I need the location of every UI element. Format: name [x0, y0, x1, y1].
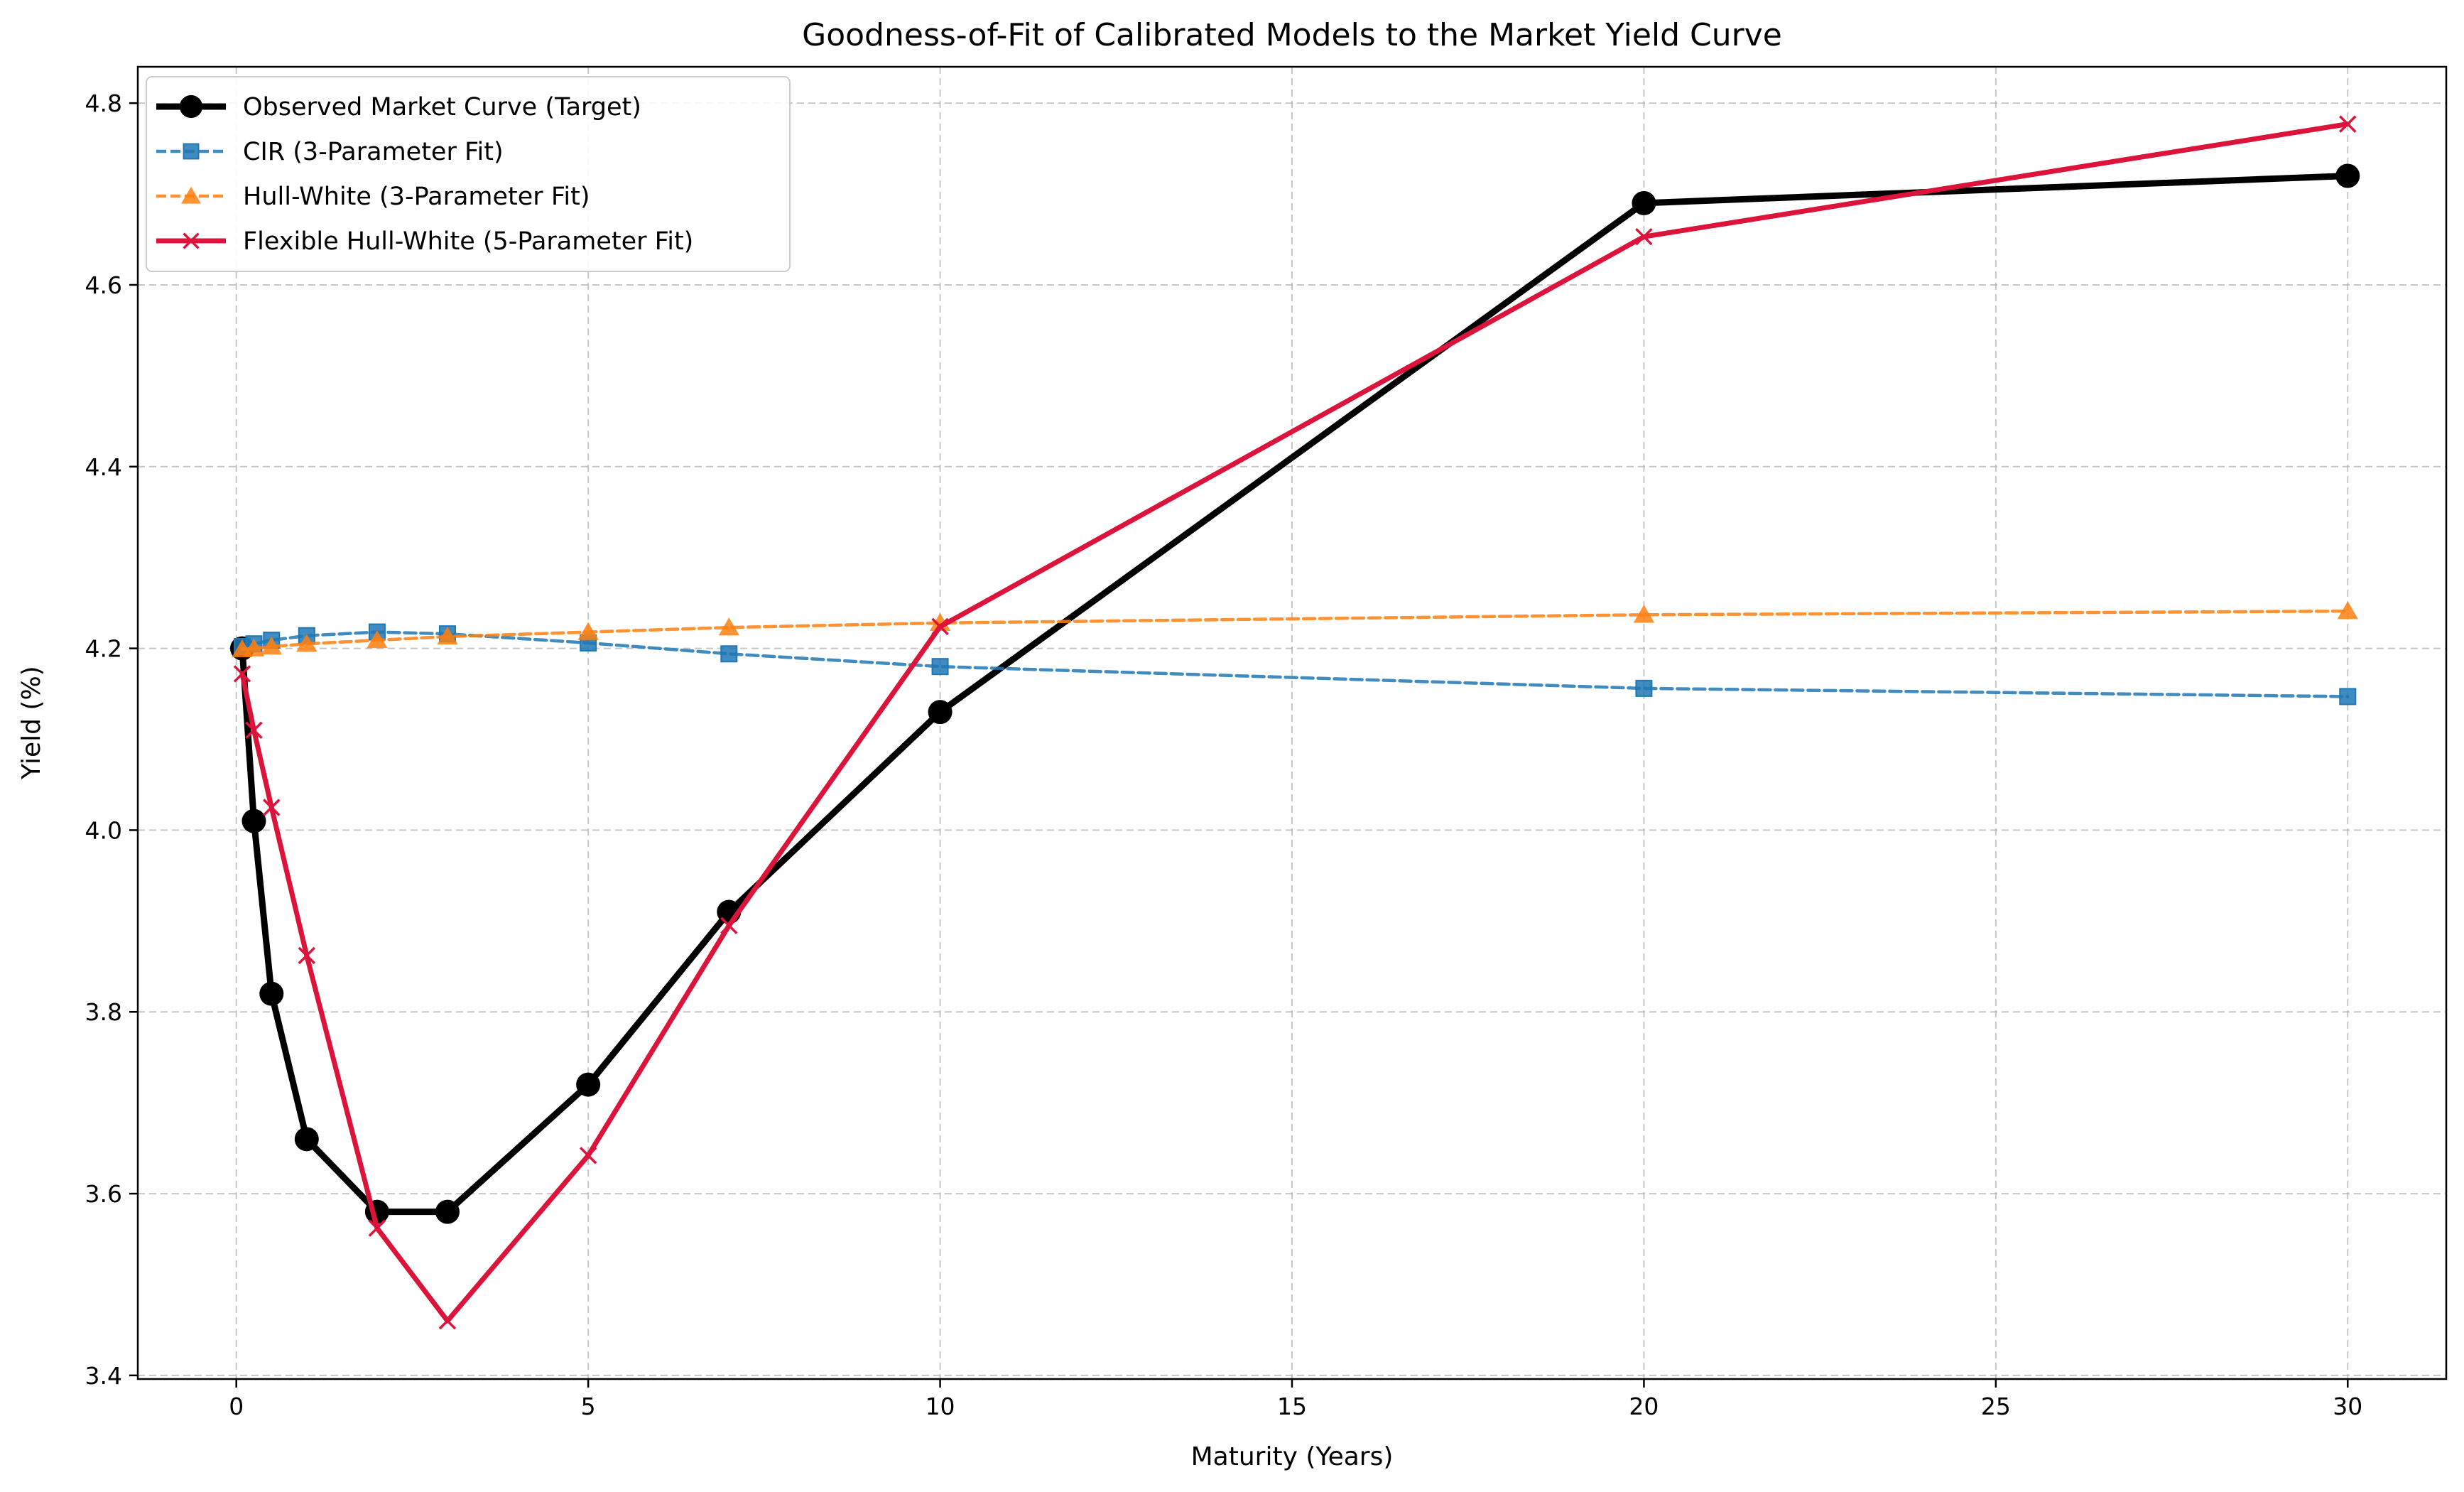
data-point	[296, 634, 318, 652]
tick-layer: 0 5 10 15 20 25 30 3.4 3.6 3.8 4.0 4.2 4.4 4.6 4.8	[85, 90, 2363, 1420]
data-point	[718, 617, 740, 636]
data-point	[2335, 163, 2360, 188]
chart-title: Goodness-of-Fit of Calibrated Models to …	[802, 17, 1782, 53]
grid-layer	[138, 67, 2446, 1379]
data-point	[1635, 227, 1653, 246]
data-point	[579, 1147, 597, 1164]
data-point	[931, 617, 949, 636]
data-point	[263, 799, 281, 816]
data-point	[261, 637, 282, 655]
data-point	[259, 981, 284, 1006]
legend-marker	[181, 186, 201, 204]
x-tick-label: 5	[581, 1393, 596, 1420]
legend-label: Observed Market Curve (Target)	[243, 93, 641, 121]
y-tick-label: 3.8	[85, 998, 122, 1026]
series-2	[232, 601, 2358, 658]
x-tick-label: 0	[229, 1393, 244, 1420]
legend-label: Flexible Hull-White (5-Parameter Fit)	[243, 227, 693, 256]
data-point	[1633, 605, 1655, 623]
data-point	[245, 721, 263, 739]
series-layer	[229, 115, 2360, 1330]
legend-label: CIR (3-Parameter Fit)	[243, 138, 504, 166]
x-tick-label: 25	[1981, 1393, 2011, 1420]
series-3	[233, 115, 2357, 1330]
data-point	[294, 1127, 319, 1152]
data-point	[435, 1199, 460, 1224]
data-point	[243, 638, 265, 656]
series-0	[229, 163, 2360, 1224]
data-point	[2339, 688, 2357, 706]
data-point	[931, 658, 949, 676]
data-point	[438, 1312, 457, 1330]
y-axis-label: Yield (%)	[17, 666, 46, 779]
x-tick-label: 10	[926, 1393, 955, 1420]
y-tick-label: 4.6	[85, 271, 122, 299]
y-tick-label: 3.4	[85, 1362, 122, 1390]
data-point	[1635, 679, 1653, 697]
legend-marker	[183, 232, 200, 249]
x-tick-label: 30	[2333, 1393, 2362, 1420]
x-tick-label: 15	[1277, 1393, 1307, 1420]
legend-marker	[179, 94, 203, 119]
data-point	[241, 809, 266, 833]
y-tick-label: 4.2	[85, 635, 122, 663]
data-point	[2337, 601, 2358, 620]
data-point	[577, 622, 599, 640]
y-tick-label: 4.8	[85, 90, 122, 117]
x-tick-label: 20	[1629, 1393, 1659, 1420]
data-point	[368, 1219, 386, 1237]
data-point	[233, 665, 251, 683]
data-point	[437, 626, 458, 645]
y-tick-label: 4.4	[85, 453, 122, 481]
data-point	[576, 1072, 601, 1097]
data-point	[720, 645, 738, 663]
legend-box	[146, 76, 791, 272]
data-point	[2339, 115, 2357, 133]
x-axis-label: Maturity (Years)	[1191, 1442, 1394, 1471]
legend-marker	[183, 143, 200, 160]
y-tick-label: 4.0	[85, 816, 122, 844]
legend-label: Hull-White (3-Parameter Fit)	[243, 183, 590, 211]
legend: Observed Market Curve (Target) CIR (3-Par…	[146, 76, 791, 272]
y-tick-label: 3.6	[85, 1180, 122, 1208]
data-point	[367, 630, 388, 649]
data-point	[720, 917, 738, 934]
data-point	[928, 700, 953, 725]
data-point	[298, 946, 316, 965]
data-point	[1632, 190, 1656, 215]
